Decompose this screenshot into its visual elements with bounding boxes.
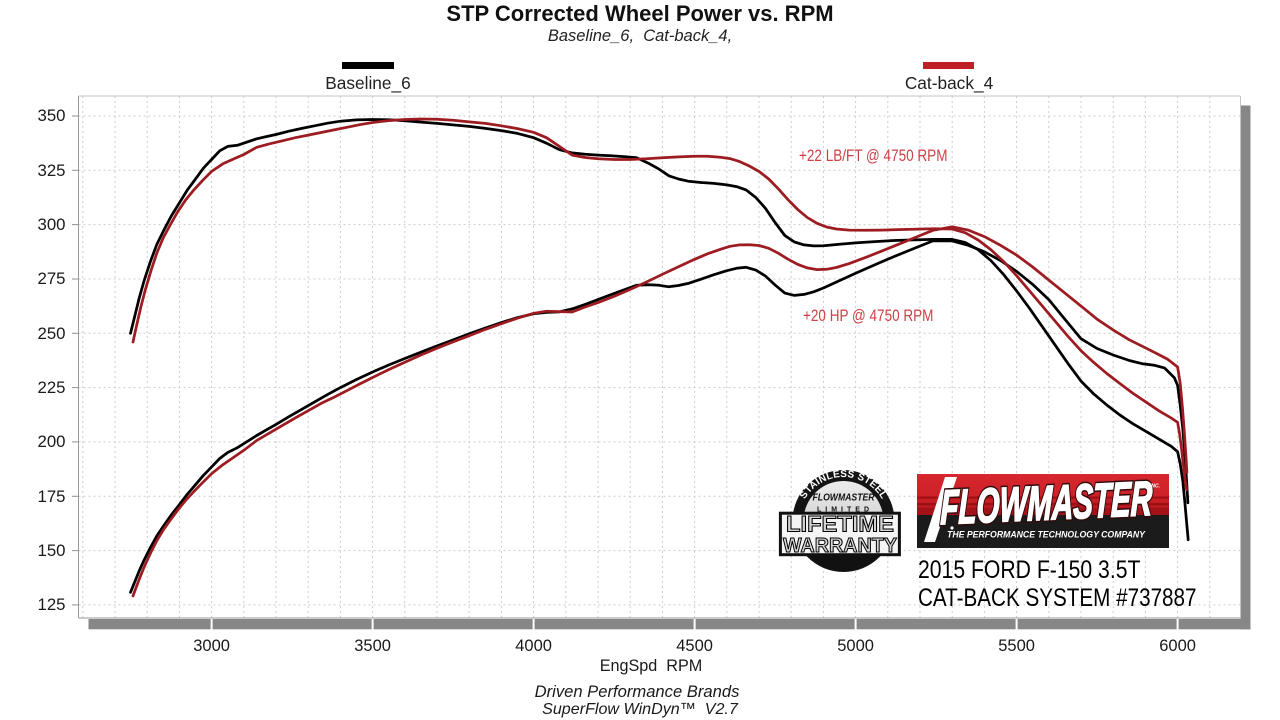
svg-text:LIMITED: LIMITED	[817, 506, 873, 513]
svg-text:FLOWMASTER: FLOWMASTER	[813, 492, 875, 504]
svg-text:WARRANTY: WARRANTY	[783, 535, 898, 557]
svg-text:FLOWMASTER: FLOWMASTER	[940, 474, 1153, 535]
svg-text:LIFETIME: LIFETIME	[786, 512, 894, 537]
svg-text:FLOWMASTER: FLOWMASTER	[940, 474, 1153, 535]
svg-text:INC.: INC.	[1150, 484, 1160, 490]
svg-text:THE PERFORMANCE TECHNOLOGY COM: THE PERFORMANCE TECHNOLOGY COMPANY	[947, 530, 1146, 540]
